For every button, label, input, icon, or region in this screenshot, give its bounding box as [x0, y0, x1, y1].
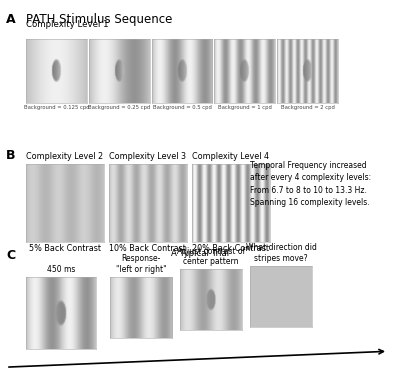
Text: Complexity Level 1: Complexity Level 1	[26, 20, 109, 29]
Text: 10% Back Contrast: 10% Back Contrast	[109, 244, 186, 253]
Text: PATH Stimulus Sequence: PATH Stimulus Sequence	[26, 13, 172, 26]
Text: Background = 2 cpd: Background = 2 cpd	[281, 105, 334, 110]
Text: A: A	[6, 13, 16, 26]
Text: Adjust contrast of
center pattern: Adjust contrast of center pattern	[177, 247, 245, 266]
Text: Complexity Level 3: Complexity Level 3	[109, 152, 186, 161]
Text: B: B	[6, 149, 16, 162]
Text: Background = 1 cpd: Background = 1 cpd	[218, 105, 272, 110]
Text: Complexity Level 2: Complexity Level 2	[26, 152, 104, 161]
Text: A Typical Trial: A Typical Trial	[171, 249, 229, 258]
Text: Background = 0.5 cpd: Background = 0.5 cpd	[152, 105, 212, 110]
Text: 5% Back Contrast: 5% Back Contrast	[29, 244, 101, 253]
Text: 450 ms: 450 ms	[47, 265, 75, 274]
Text: Temporal Frequency increased
after every 4 complexity levels:
From 6.7 to 8 to 1: Temporal Frequency increased after every…	[250, 161, 371, 207]
Text: C: C	[6, 249, 15, 262]
Text: Background = 0.125 cpd: Background = 0.125 cpd	[24, 105, 89, 110]
Text: Background = 0.25 cpd: Background = 0.25 cpd	[88, 105, 150, 110]
Text: Response-
"left or right": Response- "left or right"	[116, 254, 166, 274]
Text: What direction did
stripes move?: What direction did stripes move?	[246, 243, 316, 263]
Text: 20% Back Contrast: 20% Back Contrast	[192, 244, 269, 253]
Text: Complexity Level 4: Complexity Level 4	[192, 152, 269, 161]
